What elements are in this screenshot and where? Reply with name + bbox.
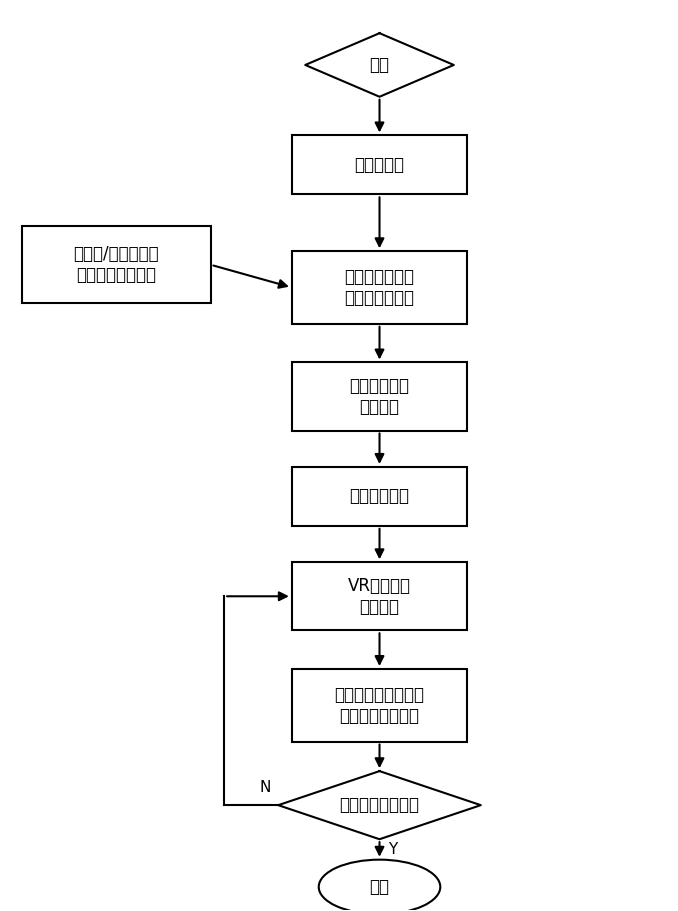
Bar <box>292 251 467 323</box>
Text: 推荐合适游戏: 推荐合适游戏 <box>350 487 410 506</box>
Bar <box>292 136 467 194</box>
Polygon shape <box>305 33 454 97</box>
Text: 系统初始化: 系统初始化 <box>355 156 405 174</box>
Text: 结束: 结束 <box>370 878 390 896</box>
Bar <box>22 226 211 303</box>
Bar <box>292 669 467 742</box>
Text: VR情景互动
训练系统: VR情景互动 训练系统 <box>348 577 411 616</box>
Polygon shape <box>278 771 481 839</box>
Text: 开始: 开始 <box>370 56 390 74</box>
Bar <box>292 466 467 526</box>
Ellipse shape <box>319 860 440 911</box>
Bar <box>292 363 467 431</box>
Text: Y: Y <box>388 842 397 857</box>
Text: 患者躺/趴运动平台
上，贴好贴片电极: 患者躺/趴运动平台 上，贴好贴片电极 <box>73 245 159 284</box>
Bar <box>292 562 467 630</box>
Text: 数据处理中心
处理数据: 数据处理中心 处理数据 <box>350 377 410 415</box>
Text: 表面肌电系统采
集信号与预处理: 表面肌电系统采 集信号与预处理 <box>344 268 414 307</box>
Text: N: N <box>259 780 271 794</box>
Text: 是否满足系统要求: 是否满足系统要求 <box>340 796 420 814</box>
Text: 实时监测与评估腰椎
核心肌群训练效果: 实时监测与评估腰椎 核心肌群训练效果 <box>334 686 424 724</box>
